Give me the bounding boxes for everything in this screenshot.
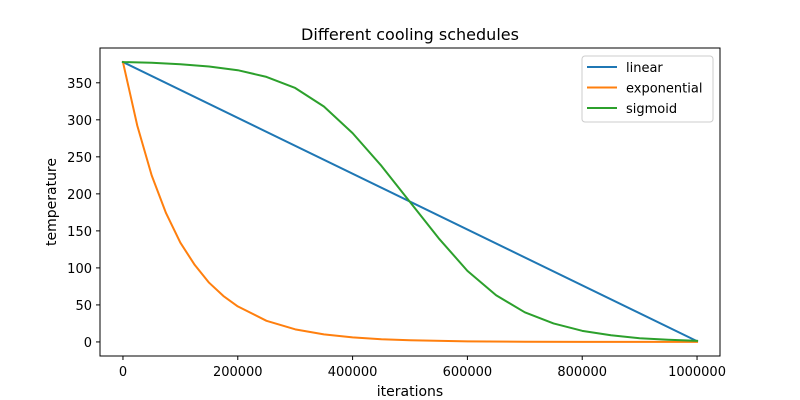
y-tick-label: 350 — [67, 77, 92, 92]
x-axis-label: iterations — [377, 384, 443, 400]
x-axis-ticks: 0 200000 400000 600000 800000 1000000 — [119, 356, 726, 380]
y-tick-label: 200 — [67, 188, 92, 203]
series-line-sigmoid — [121, 61, 699, 342]
y-tick-label: 100 — [67, 262, 92, 277]
legend: linear exponential sigmoid — [581, 55, 714, 123]
legend-box — [581, 55, 714, 123]
x-tick-label: 400000 — [328, 365, 378, 380]
plot-frame — [99, 47, 721, 357]
legend-label-linear: linear — [626, 61, 663, 76]
x-tick-label: 200000 — [213, 365, 263, 380]
y-tick-label: 150 — [67, 225, 92, 240]
series-line-exponential — [121, 60, 699, 343]
y-tick-label: 0 — [84, 336, 92, 351]
y-axis-ticks: 0 50 100 150 200 250 300 350 — [67, 77, 100, 351]
x-tick-label: 0 — [119, 365, 127, 380]
y-tick-label: 250 — [67, 151, 92, 166]
y-tick-label: 50 — [75, 299, 92, 314]
y-axis-label: temperature — [44, 158, 60, 246]
x-tick-label: 800000 — [557, 365, 607, 380]
x-tick-label: 600000 — [443, 365, 493, 380]
chart-title: Different cooling schedules — [301, 25, 519, 44]
y-tick-label: 300 — [67, 114, 92, 129]
plot-lines — [121, 60, 699, 343]
legend-label-sigmoid: sigmoid — [626, 102, 677, 117]
legend-label-exponential: exponential — [626, 82, 702, 97]
x-tick-label: 1000000 — [668, 365, 726, 380]
